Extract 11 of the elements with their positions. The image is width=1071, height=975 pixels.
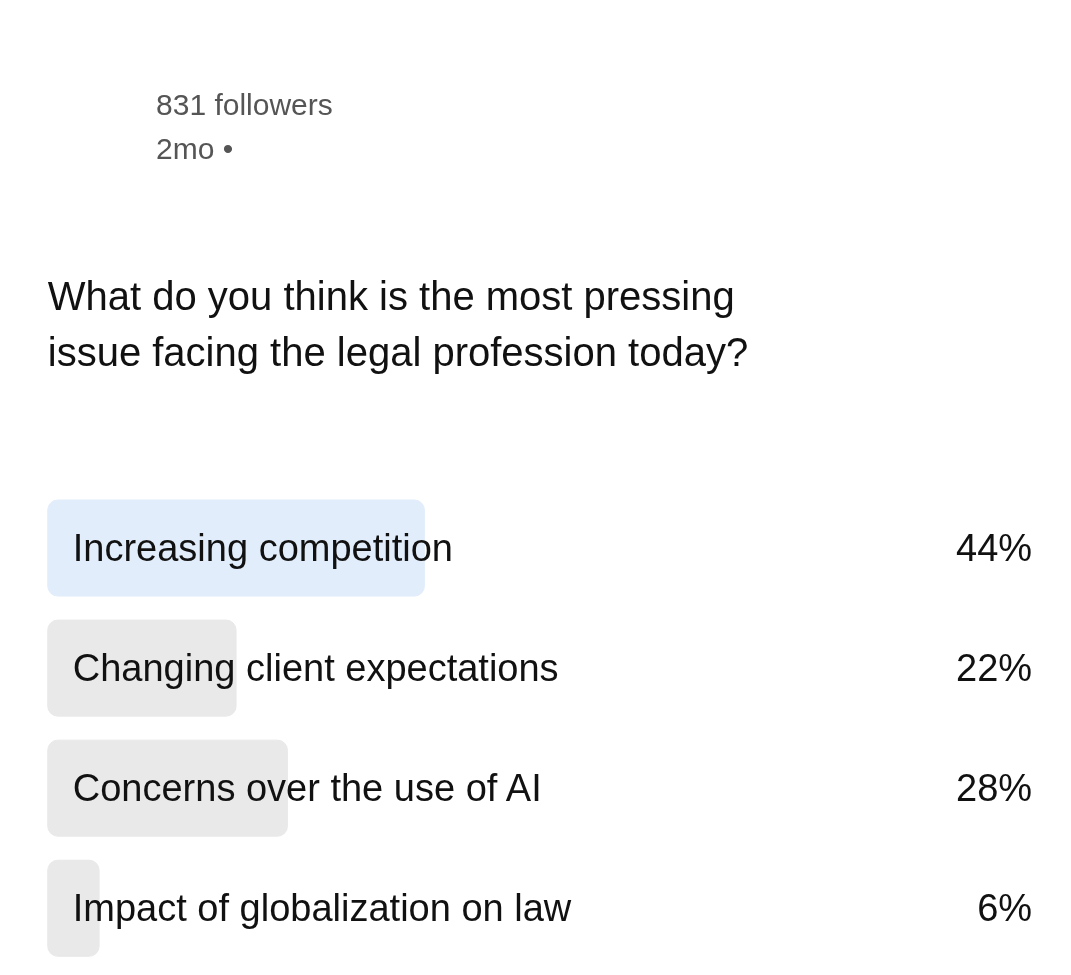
chart-title: What do you think is the most pressing issue facing the legal profession today? [47, 273, 749, 375]
data-label: 28% [956, 767, 1033, 810]
y-tick-label: Changing client expectations [72, 647, 559, 690]
y-tick-label: Concerns over the use of AI [72, 767, 542, 810]
data-label: 22% [956, 647, 1033, 690]
y-tick-label: Increasing competition [72, 527, 453, 570]
y-tick-label: Impact of globalization on law [72, 887, 572, 930]
text: 2mo • [156, 131, 234, 165]
text: 831 followers [156, 88, 333, 122]
data-label: 44% [956, 527, 1033, 570]
data-label: 6% [977, 887, 1033, 930]
